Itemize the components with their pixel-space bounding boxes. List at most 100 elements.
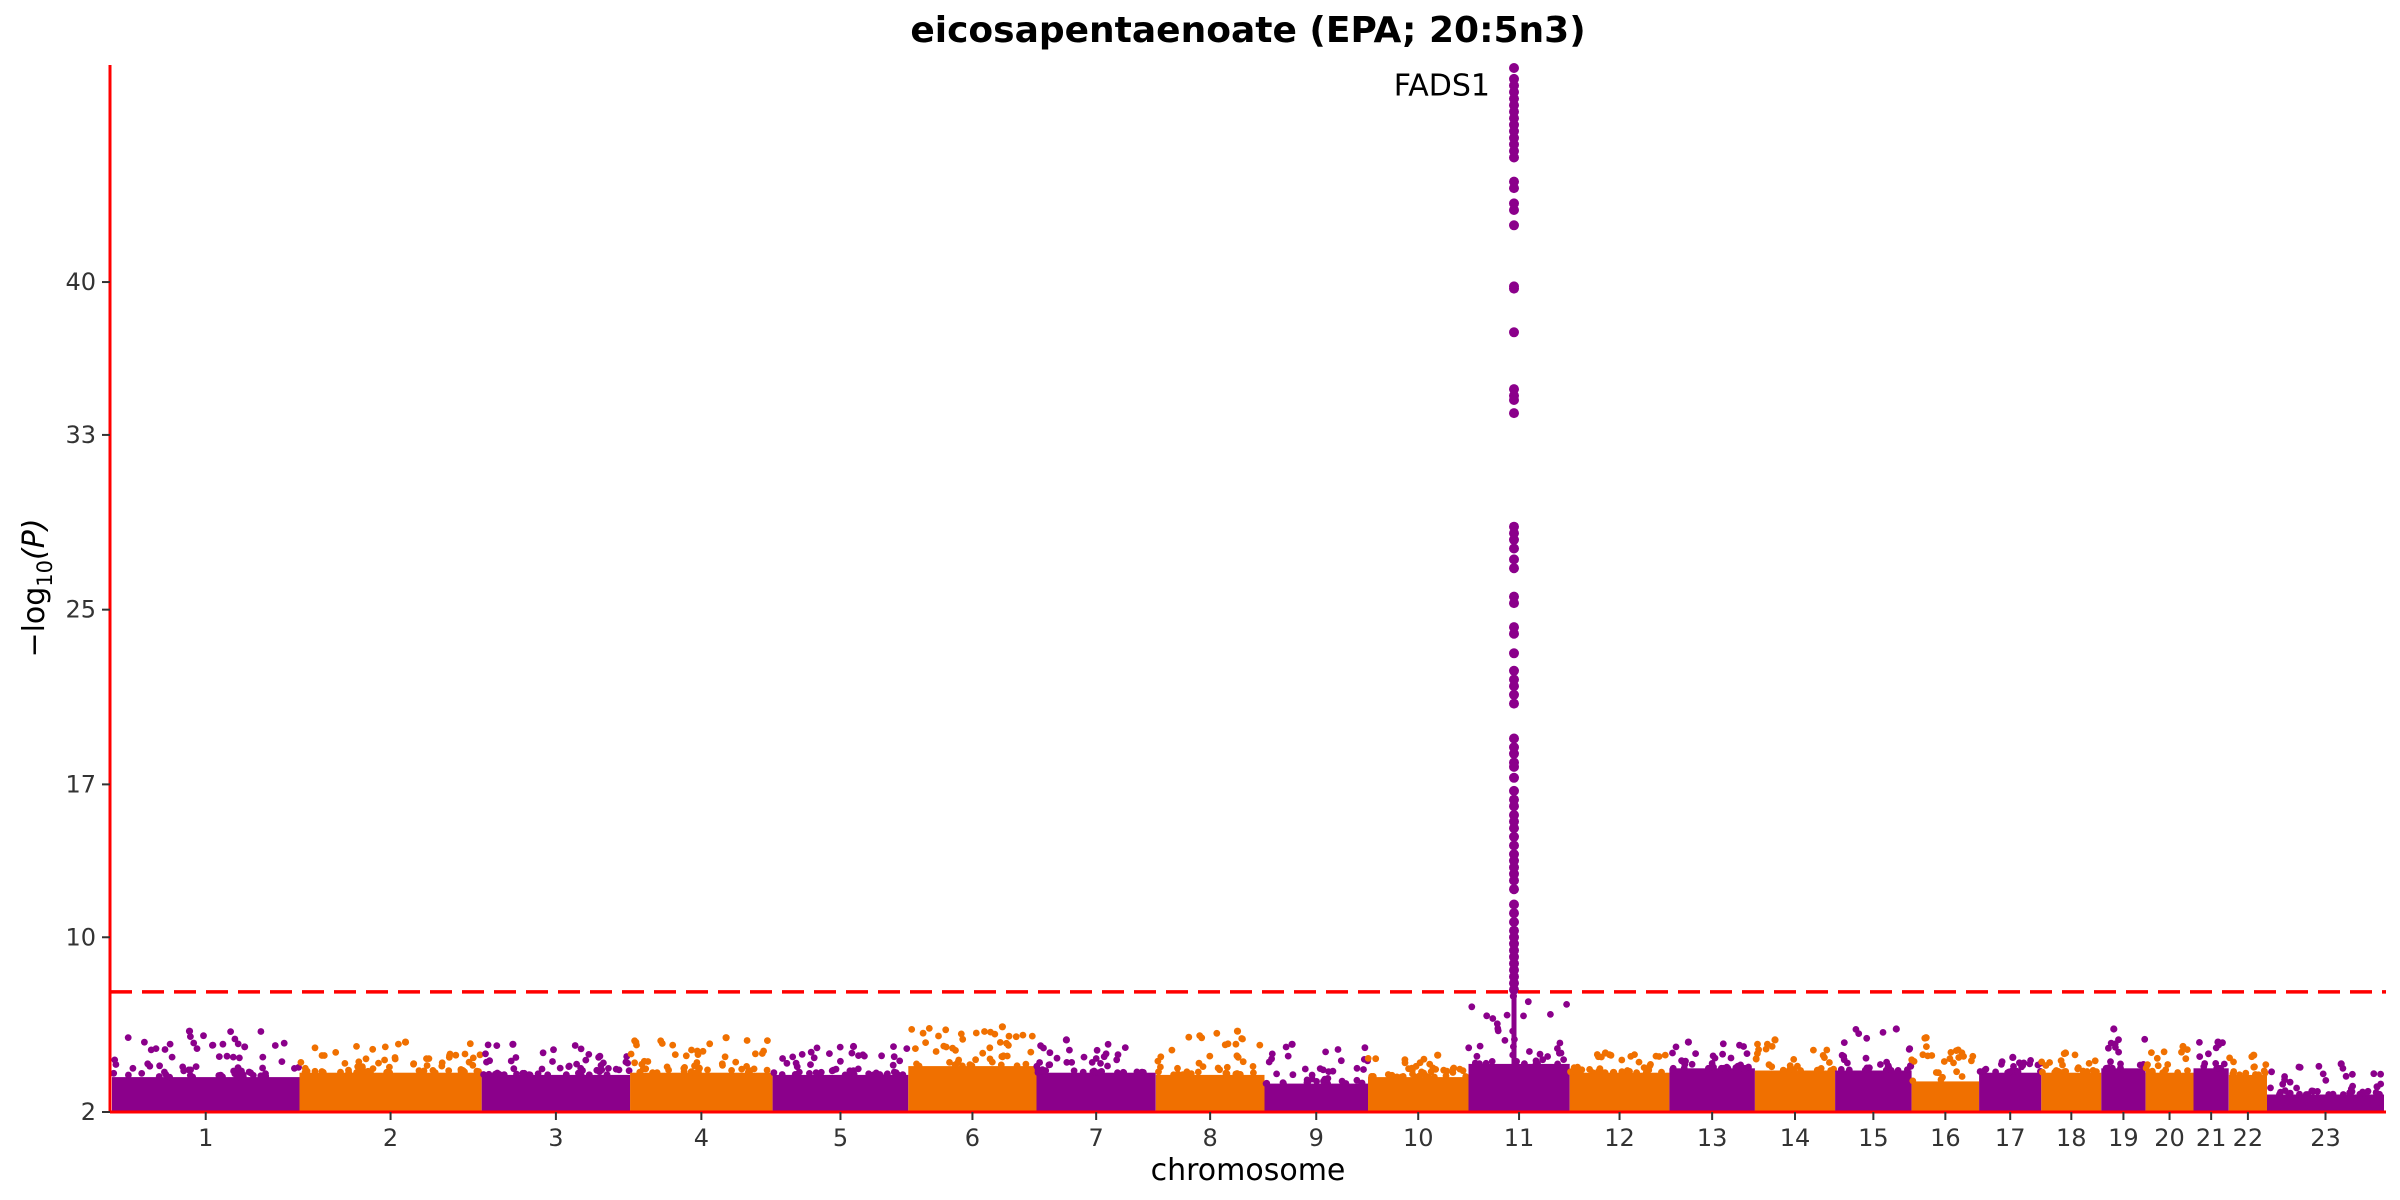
snp-point [2236, 1071, 2243, 1079]
snp-point [538, 1065, 546, 1073]
significant-snp-point [1509, 648, 1519, 659]
snp-point [837, 1057, 844, 1065]
snp-point [2182, 1055, 2190, 1063]
snp-point [1723, 1063, 1731, 1071]
chromosome-13-points [1669, 1038, 1755, 1112]
snp-point [693, 1059, 701, 1066]
snp-point [694, 1051, 702, 1058]
snp-point [1045, 1061, 1053, 1069]
chromosome-23-bulk [2267, 1094, 2384, 1112]
snp-point [1476, 1042, 1484, 1050]
snp-point [1488, 1058, 1496, 1065]
snp-point [215, 1053, 223, 1060]
snp-point [280, 1039, 288, 1047]
snp-point [1554, 1045, 1561, 1052]
snp-point [550, 1046, 557, 1054]
significant-snp-point [1509, 327, 1519, 338]
snp-point [562, 1071, 570, 1078]
chromosome-16-points [1908, 1034, 1980, 1112]
snp-point [908, 1026, 916, 1033]
snp-point [2179, 1042, 2187, 1051]
snp-point [1471, 1059, 1479, 1067]
snp-point [952, 1047, 959, 1054]
snp-point [1361, 1044, 1369, 1052]
chromosome-14-bulk [1754, 1070, 1836, 1112]
snp-point [573, 1060, 580, 1068]
significant-snp-point [1509, 554, 1519, 565]
snp-point [486, 1057, 493, 1065]
snp-point [431, 1069, 439, 1077]
snp-point [1168, 1046, 1176, 1054]
snp-point [640, 1057, 648, 1065]
snp-point [1626, 1068, 1633, 1075]
snp-point [1199, 1063, 1207, 1070]
chromosome-2-bulk [299, 1072, 482, 1112]
snp-point [168, 1053, 176, 1061]
significant-snp-point [1509, 183, 1519, 194]
snp-point [1618, 1068, 1626, 1076]
snp-point [2337, 1060, 2345, 1068]
snp-point [636, 1068, 644, 1076]
snp-point [722, 1034, 730, 1042]
snp-point [369, 1065, 377, 1072]
snp-point [365, 1068, 372, 1076]
snp-point [2105, 1044, 2112, 1052]
snp-point [1556, 1039, 1564, 1047]
snp-point [513, 1070, 520, 1078]
snp-point [1053, 1054, 1061, 1062]
significant-snp-point [1509, 598, 1519, 609]
snp-point [1262, 1080, 1270, 1087]
snp-point [2315, 1062, 2323, 1070]
snp-point [278, 1058, 286, 1065]
chromosome-15-points [1835, 1025, 1915, 1112]
snp-point [185, 1066, 193, 1074]
snp-point [1416, 1059, 1424, 1067]
snp-point [1536, 1050, 1544, 1058]
snp-point [682, 1052, 690, 1060]
snp-point [235, 1066, 243, 1073]
snp-point [1589, 1069, 1597, 1076]
snp-point [1679, 1058, 1687, 1065]
snp-point [231, 1035, 239, 1043]
chart-title: eicosapentaenoate (EPA; 20:5n3) [910, 10, 1585, 51]
snp-point [922, 1039, 929, 1046]
snp-point [1958, 1049, 1966, 1057]
snp-point [2342, 1072, 2350, 1080]
snp-point [792, 1059, 800, 1067]
x-tick-label: 22 [2233, 1124, 2264, 1152]
snp-point [1360, 1066, 1367, 1073]
chromosome-6-points [908, 1023, 1037, 1112]
snp-point [2370, 1070, 2378, 1078]
snp-point [526, 1071, 534, 1079]
x-tick-label: 5 [833, 1124, 848, 1152]
snp-point [111, 1056, 119, 1064]
snp-point [631, 1059, 638, 1067]
snp-point [1316, 1065, 1324, 1072]
snp-point [2212, 1060, 2220, 1067]
snp-point [795, 1068, 803, 1076]
snp-point [369, 1045, 377, 1053]
snp-point [624, 1059, 631, 1067]
snp-point [1232, 1040, 1240, 1048]
x-tick-label: 23 [2310, 1124, 2341, 1152]
snp-point [1170, 1071, 1177, 1079]
snp-point [1325, 1068, 1332, 1075]
snp-point [1607, 1051, 1615, 1059]
snp-point [582, 1056, 590, 1064]
snp-point [878, 1052, 885, 1060]
y-axis-label-prefix: −log [17, 587, 52, 658]
snp-point [129, 1064, 137, 1072]
snp-point [473, 1067, 481, 1075]
snp-point [595, 1053, 602, 1061]
snp-point [2107, 1058, 2114, 1066]
snp-point [2110, 1025, 2118, 1033]
chromosome-8-bulk [1155, 1074, 1265, 1112]
snp-point [1754, 1050, 1761, 1057]
snp-point [743, 1063, 750, 1070]
snp-point [155, 1073, 163, 1080]
snp-point [209, 1041, 217, 1049]
snp-point [2252, 1071, 2259, 1078]
snp-point [1910, 1058, 1918, 1065]
significant-snp-point [1509, 534, 1519, 545]
